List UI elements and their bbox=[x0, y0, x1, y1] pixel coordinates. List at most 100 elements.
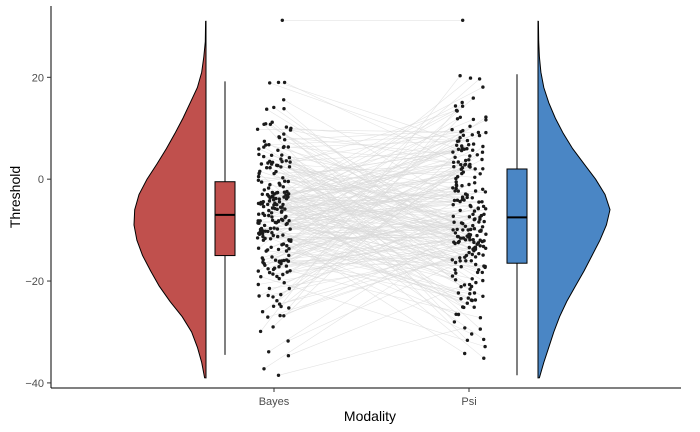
point-bayes bbox=[283, 215, 287, 220]
point-psi bbox=[470, 252, 474, 257]
point-bayes bbox=[277, 276, 281, 281]
point-bayes bbox=[262, 367, 266, 371]
point-psi bbox=[471, 117, 476, 122]
point-bayes bbox=[259, 275, 263, 279]
point-bayes bbox=[262, 223, 267, 228]
point-psi bbox=[471, 238, 475, 242]
pair-line bbox=[283, 99, 461, 202]
point-bayes bbox=[266, 293, 270, 298]
point-bayes bbox=[267, 213, 271, 218]
point-bayes bbox=[283, 207, 287, 211]
point-bayes bbox=[284, 249, 289, 253]
point-bayes bbox=[269, 162, 274, 166]
pair-line bbox=[287, 119, 487, 224]
point-bayes bbox=[259, 226, 264, 231]
point-psi bbox=[468, 124, 472, 128]
pair-line bbox=[278, 327, 465, 376]
pair-line bbox=[276, 184, 470, 277]
point-psi bbox=[461, 133, 466, 137]
point-psi bbox=[471, 148, 475, 152]
pair-line bbox=[267, 178, 456, 195]
point-bayes bbox=[262, 154, 266, 159]
point-psi bbox=[482, 239, 486, 243]
point-psi bbox=[468, 238, 472, 242]
point-bayes bbox=[269, 153, 274, 157]
point-bayes bbox=[267, 199, 272, 203]
pair-line bbox=[286, 193, 466, 200]
point-psi bbox=[460, 195, 465, 199]
y-tick-label: −20 bbox=[25, 276, 44, 288]
pair-line bbox=[284, 208, 486, 283]
point-bayes bbox=[257, 152, 261, 157]
point-psi bbox=[455, 234, 460, 239]
point-bayes bbox=[282, 314, 286, 318]
point-bayes bbox=[287, 219, 291, 223]
point-bayes bbox=[286, 354, 291, 358]
pair-line bbox=[289, 157, 481, 330]
point-bayes bbox=[280, 18, 284, 22]
point-bayes bbox=[261, 204, 266, 209]
point-psi bbox=[452, 165, 456, 169]
point-psi bbox=[454, 183, 459, 188]
point-psi bbox=[481, 187, 485, 191]
point-psi bbox=[451, 214, 455, 218]
point-psi bbox=[484, 207, 488, 211]
point-psi bbox=[484, 232, 488, 236]
pair-line bbox=[288, 214, 474, 256]
point-bayes bbox=[276, 219, 281, 223]
pair-line bbox=[274, 193, 479, 244]
pair-line bbox=[281, 168, 476, 213]
point-psi bbox=[481, 278, 485, 283]
point-psi bbox=[461, 170, 465, 174]
point-psi bbox=[481, 167, 485, 171]
point-psi bbox=[463, 238, 468, 242]
point-psi bbox=[450, 127, 454, 132]
point-bayes bbox=[281, 185, 285, 189]
point-psi bbox=[481, 294, 485, 298]
point-bayes bbox=[275, 190, 280, 195]
y-tick-label: −40 bbox=[25, 378, 44, 390]
point-psi bbox=[455, 227, 459, 232]
point-psi bbox=[458, 74, 462, 78]
pair-line bbox=[272, 86, 484, 198]
point-bayes bbox=[281, 233, 285, 237]
point-bayes bbox=[272, 226, 276, 230]
point-psi bbox=[469, 204, 473, 209]
pair-line bbox=[269, 171, 464, 273]
point-bayes bbox=[256, 282, 260, 287]
point-bayes bbox=[286, 145, 290, 149]
point-psi bbox=[480, 225, 485, 229]
point-bayes bbox=[271, 233, 275, 238]
point-bayes bbox=[270, 190, 275, 195]
pair-line bbox=[259, 229, 458, 235]
point-bayes bbox=[271, 304, 276, 308]
pair-line bbox=[284, 132, 486, 182]
pair-line bbox=[274, 185, 463, 229]
pair-line bbox=[258, 246, 476, 285]
y-tick-label: 20 bbox=[32, 72, 44, 84]
point-bayes bbox=[289, 126, 293, 130]
point-psi bbox=[466, 296, 470, 300]
point-bayes bbox=[256, 178, 261, 182]
pair-line bbox=[268, 144, 458, 201]
point-bayes bbox=[256, 221, 260, 225]
pair-line bbox=[263, 124, 455, 323]
point-psi bbox=[467, 164, 471, 168]
point-bayes bbox=[278, 183, 282, 187]
point-bayes bbox=[284, 222, 288, 227]
point-bayes bbox=[277, 260, 281, 264]
point-psi bbox=[458, 199, 462, 204]
point-psi bbox=[475, 233, 479, 238]
point-psi bbox=[477, 220, 481, 224]
point-bayes bbox=[255, 236, 260, 240]
point-psi bbox=[451, 150, 455, 154]
point-bayes bbox=[265, 248, 270, 252]
point-psi bbox=[461, 221, 465, 226]
point-bayes bbox=[260, 256, 264, 260]
point-bayes bbox=[263, 236, 267, 241]
point-psi bbox=[465, 301, 469, 305]
point-psi bbox=[467, 215, 472, 219]
pair-line bbox=[290, 232, 456, 241]
point-bayes bbox=[268, 166, 272, 170]
pair-line bbox=[276, 117, 461, 301]
